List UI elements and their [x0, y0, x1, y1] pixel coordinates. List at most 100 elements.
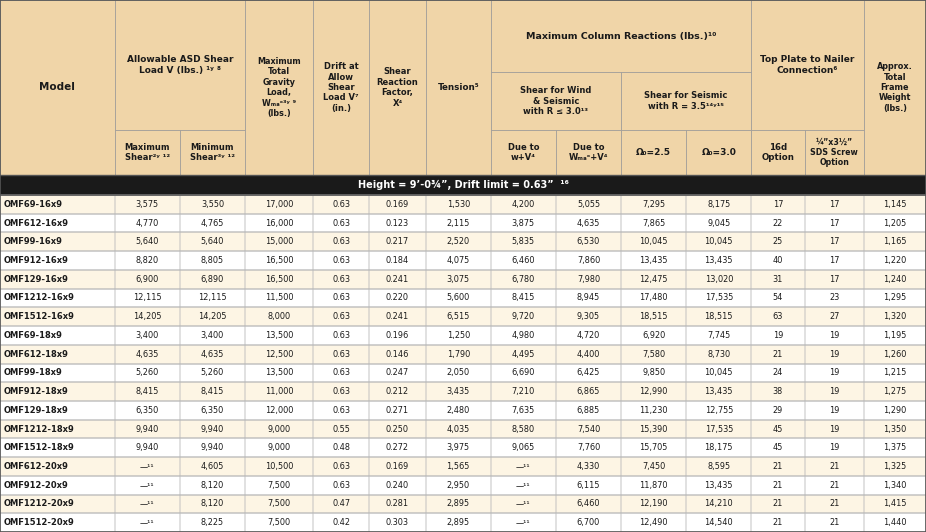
- Text: 5,260: 5,260: [136, 368, 159, 377]
- Text: 9,940: 9,940: [201, 443, 224, 452]
- Bar: [369, 476, 426, 495]
- Text: 1,340: 1,340: [883, 481, 907, 489]
- Text: 0.63: 0.63: [332, 481, 350, 489]
- Bar: [369, 345, 426, 363]
- Text: 29: 29: [773, 406, 783, 415]
- Text: 7,865: 7,865: [642, 219, 665, 228]
- Bar: [686, 130, 751, 175]
- Bar: [115, 307, 180, 326]
- Bar: [313, 438, 369, 457]
- Text: 3,400: 3,400: [136, 331, 159, 340]
- Bar: [751, 270, 805, 289]
- Bar: [313, 363, 369, 382]
- Text: 19: 19: [829, 368, 839, 377]
- Bar: [0, 326, 926, 345]
- Bar: [491, 251, 556, 270]
- Bar: [491, 195, 556, 214]
- Text: 0.63: 0.63: [332, 256, 350, 265]
- Text: 0.247: 0.247: [386, 368, 409, 377]
- Bar: [0, 476, 926, 495]
- Bar: [621, 382, 686, 401]
- Bar: [491, 457, 556, 476]
- Bar: [686, 270, 751, 289]
- Bar: [556, 382, 621, 401]
- Bar: [115, 345, 180, 363]
- Text: 13,435: 13,435: [639, 256, 668, 265]
- Bar: [864, 307, 926, 326]
- Bar: [0, 513, 926, 532]
- Bar: [556, 401, 621, 420]
- Text: 5,055: 5,055: [577, 200, 600, 209]
- Text: 18,515: 18,515: [705, 312, 733, 321]
- Bar: [751, 457, 805, 476]
- Text: 1,215: 1,215: [883, 368, 907, 377]
- Bar: [751, 232, 805, 251]
- Text: 1,240: 1,240: [883, 275, 907, 284]
- Bar: [751, 401, 805, 420]
- Bar: [245, 214, 313, 232]
- Text: 16,000: 16,000: [265, 219, 294, 228]
- Text: 1,275: 1,275: [883, 387, 907, 396]
- Text: 0.212: 0.212: [386, 387, 409, 396]
- Bar: [805, 438, 864, 457]
- Text: 7,210: 7,210: [512, 387, 535, 396]
- Bar: [115, 0, 245, 130]
- Bar: [313, 457, 369, 476]
- Bar: [491, 0, 751, 72]
- Bar: [0, 270, 115, 289]
- Bar: [180, 457, 245, 476]
- Text: 12,755: 12,755: [705, 406, 733, 415]
- Bar: [864, 326, 926, 345]
- Text: 19: 19: [829, 406, 839, 415]
- Text: 12,490: 12,490: [639, 518, 668, 527]
- Bar: [180, 289, 245, 307]
- Text: 4,200: 4,200: [512, 200, 535, 209]
- Bar: [0, 457, 926, 476]
- Bar: [491, 289, 556, 307]
- Text: 4,400: 4,400: [577, 350, 600, 359]
- Text: 6,515: 6,515: [446, 312, 469, 321]
- Bar: [0, 457, 115, 476]
- Bar: [180, 513, 245, 532]
- Bar: [556, 513, 621, 532]
- Text: 6,115: 6,115: [577, 481, 600, 489]
- Bar: [805, 495, 864, 513]
- Text: Ω₀=3.0: Ω₀=3.0: [701, 148, 736, 157]
- Bar: [369, 232, 426, 251]
- Bar: [180, 307, 245, 326]
- Text: 0.48: 0.48: [332, 443, 350, 452]
- Bar: [369, 401, 426, 420]
- Bar: [864, 232, 926, 251]
- Bar: [115, 270, 180, 289]
- Bar: [491, 513, 556, 532]
- Text: 1,530: 1,530: [446, 200, 469, 209]
- Text: 16,500: 16,500: [265, 256, 294, 265]
- Text: Ω₀=2.5: Ω₀=2.5: [636, 148, 671, 157]
- Bar: [621, 130, 686, 175]
- Bar: [245, 289, 313, 307]
- Bar: [115, 495, 180, 513]
- Bar: [369, 457, 426, 476]
- Text: Due to
Wₘₐˣ+V⁴: Due to Wₘₐˣ+V⁴: [569, 143, 608, 162]
- Text: 12,475: 12,475: [639, 275, 668, 284]
- Bar: [621, 495, 686, 513]
- Text: 12,190: 12,190: [639, 500, 668, 509]
- Bar: [180, 232, 245, 251]
- Text: OMF1212-16x9: OMF1212-16x9: [4, 294, 74, 303]
- Text: 21: 21: [829, 481, 839, 489]
- Bar: [751, 438, 805, 457]
- Text: 0.184: 0.184: [386, 256, 409, 265]
- Bar: [180, 345, 245, 363]
- Bar: [0, 457, 926, 476]
- Bar: [864, 401, 926, 420]
- Text: —¹¹: —¹¹: [516, 518, 531, 527]
- Text: 13,435: 13,435: [705, 387, 733, 396]
- Bar: [0, 251, 115, 270]
- Bar: [751, 326, 805, 345]
- Bar: [180, 420, 245, 438]
- Text: 4,635: 4,635: [135, 350, 159, 359]
- Text: 0.241: 0.241: [386, 275, 409, 284]
- Text: 10,045: 10,045: [639, 237, 668, 246]
- Bar: [556, 214, 621, 232]
- Text: 13,435: 13,435: [705, 481, 733, 489]
